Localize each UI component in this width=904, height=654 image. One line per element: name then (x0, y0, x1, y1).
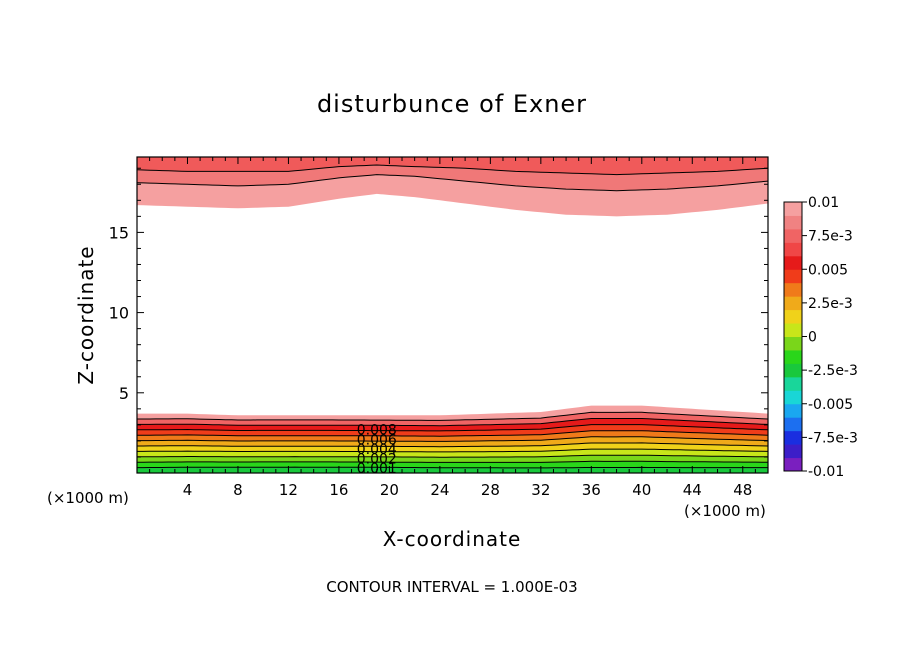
contour-line (137, 442, 769, 448)
contour-label: 0.004 (357, 442, 397, 458)
colorbar-swatch (784, 376, 802, 391)
colorbar-tick-label: 7.5e-3 (808, 229, 853, 245)
contour-line (137, 454, 769, 458)
x-tick-label: 40 (632, 481, 651, 499)
y-axis-ticks: 5 10 15 (109, 167, 768, 458)
contour-line (137, 430, 769, 437)
colorbar-swatch (784, 242, 802, 257)
colorbar-swatch (784, 228, 802, 243)
x-axis-label: X-coordinate (383, 527, 522, 551)
contour-lines (136, 164, 769, 469)
upper-band-fill (137, 174, 768, 217)
lower-band-fill (137, 405, 768, 421)
x-tick-label: 28 (481, 481, 500, 499)
x-unit-label-left: (×1000 m) (47, 489, 129, 507)
colorbar-tick-label: 2.5e-3 (808, 296, 853, 312)
y-tick-label: 15 (109, 223, 129, 242)
contour-interval-note: CONTOUR INTERVAL = 1.000E-03 (326, 578, 577, 596)
x-unit-label-right: (×1000 m) (684, 502, 766, 520)
colorbar-swatch (784, 296, 802, 311)
lower-band-fill (137, 424, 768, 437)
lower-band-fill (137, 442, 768, 452)
colorbar-tick-label: 0.005 (808, 262, 848, 278)
colorbar-swatch (784, 255, 802, 270)
contour-line (137, 466, 768, 469)
colorbar-swatch (784, 390, 802, 405)
x-tick-label: 16 (329, 481, 348, 499)
x-tick-label: 8 (233, 481, 243, 499)
lower-band-fill (137, 461, 768, 468)
lower-band-fill (137, 418, 768, 431)
colorbar-tick-label: -7.5e-3 (808, 430, 858, 446)
y-axis-label: Z-coordinate (74, 245, 98, 384)
colorbar-swatch (784, 430, 802, 445)
x-tick-label: 4 (183, 481, 193, 499)
x-axis-ticks: 4 8 12 16 20 24 28 32 36 40 44 48 (149, 157, 756, 499)
contour-line (136, 174, 769, 192)
colorbar-swatch (784, 282, 802, 297)
x-tick-label: 44 (683, 481, 702, 499)
colorbar-swatch (784, 403, 802, 418)
upper-band-fill (137, 157, 768, 175)
colorbar: 0.01 7.5e-3 0.005 2.5e-3 0 -2.5e-3 -0.005 -7.5e… (783, 195, 858, 480)
chart-title: disturbunce of Exner (317, 90, 587, 118)
colorbar-tick-label: -2.5e-3 (808, 363, 858, 379)
x-tick-label: 20 (380, 481, 399, 499)
contour-line (137, 436, 769, 442)
contour-line (137, 411, 769, 421)
colorbar-tick-label: -0.005 (808, 397, 853, 413)
contour-line (137, 448, 769, 453)
colorbar-swatch (784, 363, 802, 378)
colorbar-swatch (784, 215, 802, 230)
y-tick-label: 5 (119, 384, 129, 403)
x-tick-label: 48 (733, 481, 752, 499)
colorbar-swatch (784, 323, 802, 337)
lower-band-fill (137, 412, 768, 426)
contour-label: 0.002 (357, 452, 397, 468)
x-tick-label: 24 (430, 481, 449, 499)
colorbar-swatch (784, 444, 802, 459)
colorbar-tick-label: 0.01 (808, 195, 839, 211)
contour-line (136, 164, 769, 176)
colorbar-swatch (784, 457, 802, 472)
contour-label: 0.006 (357, 432, 397, 448)
colorbar-swatch (784, 202, 802, 216)
colorbar-tick-label: -0.01 (808, 464, 844, 480)
colorbar-tick-label: 0 (808, 330, 817, 346)
colorbar-swatch (784, 349, 802, 364)
contour-line (137, 460, 768, 463)
contour-line (137, 418, 769, 427)
colorbar-swatch (784, 336, 802, 351)
upper-band-fill (137, 165, 768, 191)
colorbar-swatch (784, 269, 802, 284)
x-tick-label: 32 (531, 481, 550, 499)
colorbar-swatch (784, 417, 802, 432)
contour-label: 0.008 (357, 423, 397, 439)
x-tick-label: 36 (582, 481, 601, 499)
colorbar-swatch (784, 309, 802, 324)
y-tick-label: 10 (109, 304, 129, 323)
x-tick-label: 12 (279, 481, 298, 499)
contour-line (137, 424, 769, 432)
